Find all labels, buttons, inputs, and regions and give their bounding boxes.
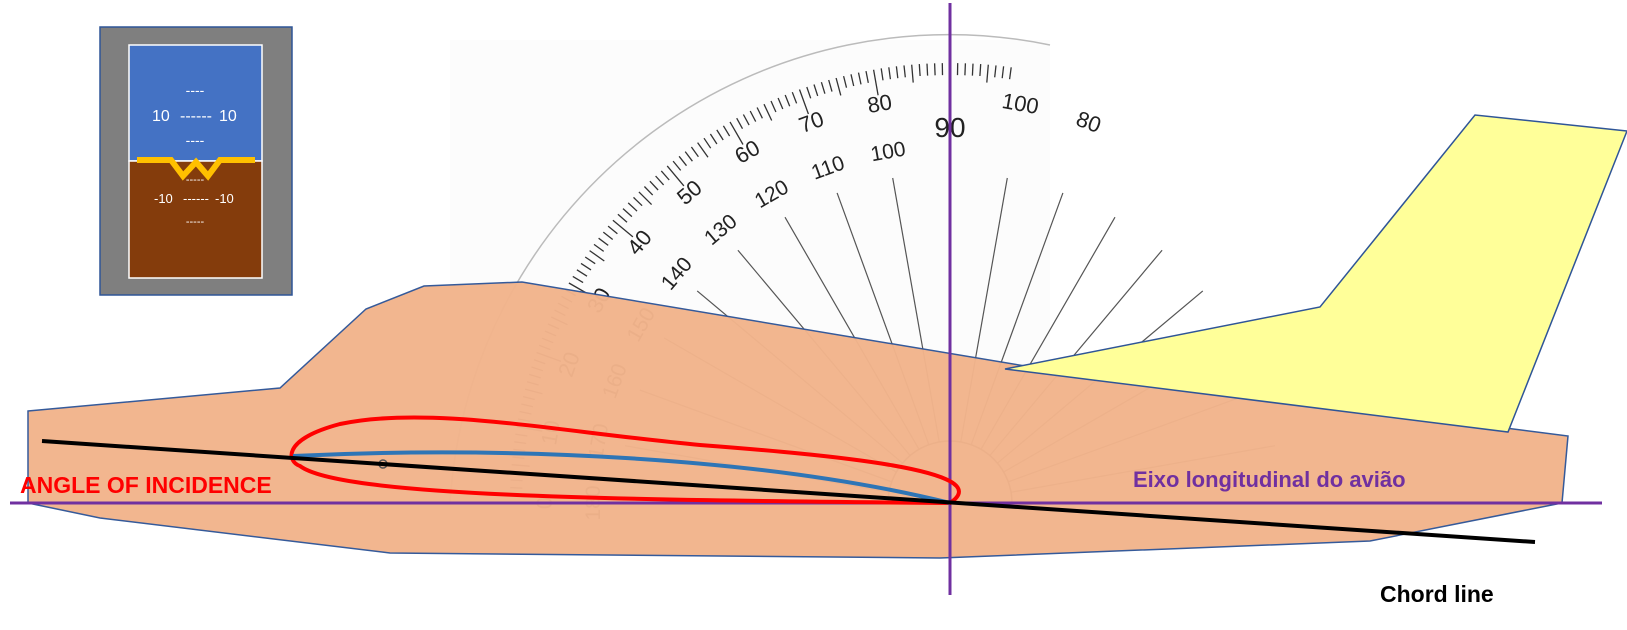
protractor-tick bbox=[835, 77, 842, 96]
pitch-line-lower: ----- bbox=[186, 174, 205, 186]
protractor-tick bbox=[911, 64, 914, 83]
protractor-tick bbox=[994, 65, 997, 78]
protractor-tick bbox=[672, 160, 682, 171]
protractor-tick bbox=[589, 250, 605, 262]
protractor-tick bbox=[926, 63, 929, 76]
pitch-line-up: ------ bbox=[180, 108, 212, 125]
vertical-tail bbox=[1004, 114, 1627, 433]
pitch-line-upper: ---- bbox=[186, 132, 205, 148]
protractor-tick bbox=[602, 231, 614, 241]
protractor-tick bbox=[777, 97, 784, 110]
protractor-tick bbox=[580, 262, 592, 271]
chord-line-label: Chord line bbox=[1380, 581, 1494, 607]
protractor-tick bbox=[584, 256, 596, 265]
protractor-tick bbox=[617, 213, 628, 223]
protractor-tick bbox=[649, 180, 659, 191]
protractor-tick bbox=[612, 219, 634, 238]
protractor-tick bbox=[820, 82, 826, 94]
pitch-line-down: ------ bbox=[183, 191, 209, 206]
protractor-tick bbox=[872, 69, 879, 96]
protractor-outer-label: 80 bbox=[1073, 106, 1105, 138]
protractor-tick bbox=[791, 91, 798, 104]
protractor-tick bbox=[842, 75, 848, 88]
protractor-tick bbox=[722, 125, 731, 137]
protractor-tick bbox=[1008, 67, 1012, 80]
chord-line bbox=[41, 439, 1536, 544]
protractor-tick bbox=[703, 137, 712, 149]
pitch-label-up-left: 10 bbox=[152, 108, 170, 125]
protractor-tick bbox=[633, 196, 643, 207]
protractor-outer-label: 80 bbox=[865, 89, 893, 118]
protractor-tick bbox=[806, 86, 812, 99]
protractor-tick bbox=[850, 74, 855, 87]
protractor-tick bbox=[690, 146, 699, 158]
protractor-tick bbox=[971, 63, 974, 76]
protractor-tick bbox=[736, 117, 744, 130]
aircraft-symbol bbox=[137, 157, 255, 181]
protractor-tick bbox=[888, 67, 892, 80]
protractor-tick bbox=[749, 110, 757, 122]
protractor-tick bbox=[729, 121, 744, 145]
protractor-tick bbox=[697, 142, 709, 158]
protractor-tick bbox=[576, 269, 588, 277]
camber-line bbox=[292, 450, 951, 505]
protractor-tick bbox=[607, 225, 618, 235]
protractor-tick bbox=[964, 63, 967, 76]
angle-of-incidence-label: ANGLE OF INCIDENCE bbox=[20, 472, 272, 498]
protractor-tick bbox=[770, 100, 777, 113]
protractor-tick bbox=[828, 79, 833, 92]
protractor-tick bbox=[638, 191, 653, 206]
protractor-tick bbox=[1001, 66, 1005, 79]
protractor-tick bbox=[865, 70, 869, 84]
protractor-tick bbox=[742, 114, 750, 126]
protractor-tick bbox=[986, 64, 989, 83]
attitude-sky bbox=[128, 44, 263, 162]
protractor-tick bbox=[880, 68, 884, 81]
pitch-line-bottom: ----- bbox=[186, 216, 205, 228]
protractor-tick bbox=[784, 94, 791, 107]
attitude-ground bbox=[128, 160, 263, 279]
protractor-tick bbox=[798, 89, 810, 115]
protractor-tick bbox=[918, 64, 921, 77]
protractor-tick bbox=[979, 64, 982, 77]
protractor-tick bbox=[933, 63, 936, 76]
protractor-tick bbox=[660, 170, 670, 181]
protractor-tick bbox=[627, 202, 638, 212]
airfoil-outline bbox=[289, 415, 961, 506]
protractor-tick bbox=[643, 186, 654, 196]
protractor-tick bbox=[857, 72, 862, 85]
protractor-tick bbox=[709, 133, 718, 145]
protractor-tick bbox=[756, 107, 763, 119]
protractor-tick bbox=[598, 237, 609, 246]
pitch-label-down-right: -10 bbox=[215, 191, 234, 206]
protractor-tick bbox=[655, 175, 665, 186]
pitch-label-up-right: 10 bbox=[219, 108, 237, 125]
protractor-tick bbox=[666, 165, 685, 187]
protractor-tick bbox=[716, 129, 724, 141]
protractor-tick bbox=[895, 66, 899, 79]
pitch-line-top: ---- bbox=[186, 82, 205, 98]
protractor-tick bbox=[593, 243, 605, 252]
protractor-tick bbox=[684, 151, 693, 162]
protractor-tick bbox=[678, 155, 688, 167]
protractor-tick bbox=[763, 103, 773, 121]
attitude-indicator: ---- 10 ------ 10 ---- ----- -10 ------ … bbox=[99, 26, 293, 296]
longitudinal-axis-label: Eixo longitudinal do avião bbox=[1133, 467, 1406, 492]
protractor-tick bbox=[813, 84, 819, 97]
protractor-tick bbox=[572, 275, 584, 284]
protractor-tick bbox=[903, 65, 906, 78]
pitch-label-down-left: -10 bbox=[154, 191, 173, 206]
protractor-tick bbox=[622, 208, 633, 218]
